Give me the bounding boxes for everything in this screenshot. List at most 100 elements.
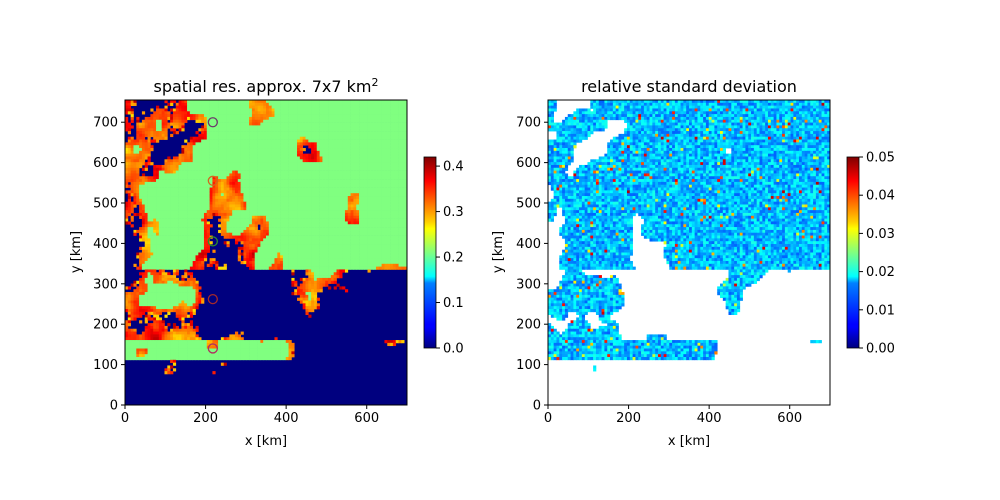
left-heatmap-cell <box>367 212 371 217</box>
left-heatmap-cell <box>257 249 261 253</box>
left-heatmap-cell <box>271 218 275 222</box>
left-heatmap-cell <box>184 241 188 245</box>
left-heatmap-cell <box>322 190 326 194</box>
left-heatmap-cell <box>153 181 157 186</box>
left-heatmap-cell <box>206 167 210 171</box>
left-heatmap-cell <box>390 150 394 154</box>
left-heatmap-cell <box>299 100 304 104</box>
left-heatmap-cell <box>308 235 312 239</box>
left-heatmap-cell <box>319 207 323 211</box>
left-heatmap-cell <box>127 150 131 154</box>
left-heatmap-cell <box>156 224 160 228</box>
left-heatmap-cell <box>141 133 146 138</box>
left-heatmap-cell <box>246 145 250 149</box>
left-heatmap-cell <box>305 224 309 228</box>
left-heatmap-cell <box>175 218 179 222</box>
left-heatmap-cell <box>130 136 134 140</box>
left-heatmap-cell <box>153 235 157 239</box>
left-heatmap-cell <box>226 224 230 228</box>
left-heatmap-cell <box>361 148 366 152</box>
left-heatmap-cell <box>260 176 264 180</box>
left-heatmap-cell <box>164 133 168 138</box>
left-heatmap-cell <box>153 125 157 129</box>
left-heatmap-cell <box>153 221 157 225</box>
left-heatmap-cell <box>220 125 225 129</box>
left-heatmap-cell <box>302 153 306 157</box>
left-heatmap-cell <box>243 159 247 163</box>
left-heatmap-cell <box>263 181 267 186</box>
left-heatmap-cell <box>375 102 380 106</box>
left-heatmap-cell <box>158 201 163 205</box>
left-heatmap-cell <box>325 249 329 253</box>
left-heatmap-cell <box>266 229 270 234</box>
left-heatmap-cell <box>201 173 205 177</box>
left-heatmap-cell <box>378 221 382 225</box>
left-heatmap-cell <box>203 133 208 138</box>
left-heatmap-cell <box>203 145 208 149</box>
left-heatmap-cell <box>353 207 357 211</box>
left-heatmap-cell <box>353 201 357 205</box>
left-heatmap-cell <box>350 181 354 186</box>
left-heatmap-cell <box>243 241 247 245</box>
left-heatmap-cell <box>232 105 236 109</box>
left-heatmap-cell <box>277 159 281 163</box>
left-heatmap-cell <box>370 196 374 200</box>
left-heatmap-cell <box>392 232 397 236</box>
left-heatmap-cell <box>285 148 289 152</box>
left-heatmap-cell <box>285 212 289 217</box>
left-heatmap-cell <box>373 167 377 171</box>
left-heatmap-cell <box>297 131 301 135</box>
left-heatmap-cell <box>299 179 304 183</box>
left-heatmap-cell <box>313 148 318 152</box>
left-heatmap-cell <box>291 111 295 115</box>
left-heatmap-cell <box>178 238 182 242</box>
left-heatmap-cell <box>164 179 168 183</box>
left-heatmap-cell <box>291 210 295 214</box>
left-heatmap-cell <box>139 193 143 197</box>
left-heatmap-cell <box>167 187 171 191</box>
left-heatmap-cell <box>297 114 301 118</box>
left-heatmap-cell <box>311 221 315 225</box>
left-heatmap-cell <box>206 108 210 112</box>
left-heatmap-cell <box>249 167 253 171</box>
left-heatmap-cell <box>254 181 258 186</box>
left-heatmap-cell <box>170 215 174 219</box>
left-heatmap-cell <box>147 249 151 253</box>
left-heatmap-cell <box>339 170 343 174</box>
left-heatmap-cell <box>257 210 261 214</box>
left-heatmap-cell <box>361 212 366 217</box>
left-heatmap-cell <box>373 232 377 236</box>
left-heatmap-cell <box>280 221 284 225</box>
left-heatmap-cell <box>156 244 160 248</box>
left-heatmap-cell <box>172 215 177 219</box>
left-heatmap-cell <box>342 125 346 129</box>
left-heatmap-cell <box>232 153 236 157</box>
left-heatmap-cell <box>195 238 199 242</box>
left-heatmap-cell <box>175 184 179 188</box>
left-heatmap-cell <box>223 100 227 104</box>
left-heatmap-cell <box>203 176 208 180</box>
left-heatmap-cell <box>280 105 284 109</box>
left-heatmap-cell <box>336 142 340 146</box>
left-heatmap-cell <box>254 201 258 205</box>
left-heatmap-cell <box>339 176 343 180</box>
left-heatmap-cell <box>251 221 256 225</box>
left-heatmap-cell <box>158 167 163 171</box>
left-heatmap-cell <box>161 229 165 234</box>
left-heatmap-cell <box>220 100 225 104</box>
left-heatmap-cell <box>328 102 332 106</box>
left-heatmap-cell <box>316 179 320 183</box>
left-heatmap-cell <box>274 111 278 115</box>
left-heatmap-cell <box>133 139 137 143</box>
left-heatmap-cell <box>156 207 160 211</box>
left-heatmap-cell <box>266 221 270 225</box>
left-heatmap-cell <box>311 156 315 160</box>
left-heatmap-cell <box>249 190 253 194</box>
left-heatmap-cell <box>266 190 270 194</box>
left-heatmap-cell <box>164 244 168 248</box>
left-heatmap-cell <box>223 241 227 245</box>
left-heatmap-cell <box>192 221 196 225</box>
left-heatmap-cell <box>226 111 230 115</box>
left-heatmap-cell <box>370 193 374 197</box>
left-heatmap-cell <box>404 148 407 152</box>
